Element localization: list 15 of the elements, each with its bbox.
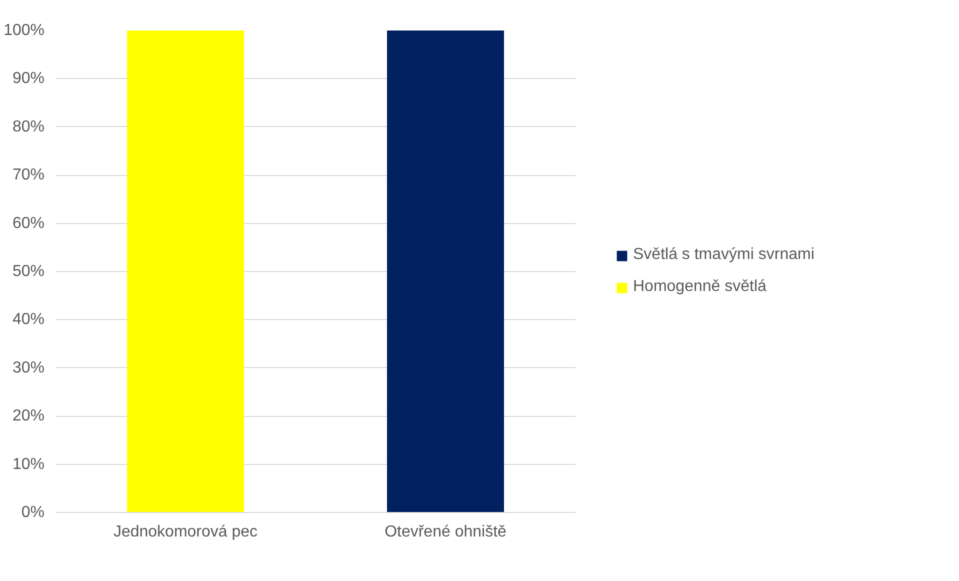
y-tick-label: 40%	[12, 311, 45, 328]
y-tick-label: 60%	[12, 214, 45, 232]
y-tick-label: 80%	[12, 118, 45, 136]
y-tick-label: 50%	[12, 263, 45, 280]
x-tick-label: Otevřené ohniště	[384, 524, 507, 540]
y-tick-label: 0%	[21, 504, 44, 521]
y-tick-label: 70%	[12, 166, 45, 184]
x-tick-label: Jednokomorová pec	[113, 524, 258, 540]
y-tick-label: 20%	[12, 408, 45, 425]
legend-label: Homogenně světlá	[633, 278, 766, 296]
y-tick-label: 30%	[12, 359, 45, 376]
y-tick-label: 10%	[12, 456, 45, 473]
y-tick-label: 100%	[4, 22, 44, 39]
legend-label: Světlá s tmavými svrnami	[633, 246, 814, 264]
y-tick-label: 90%	[12, 70, 45, 88]
